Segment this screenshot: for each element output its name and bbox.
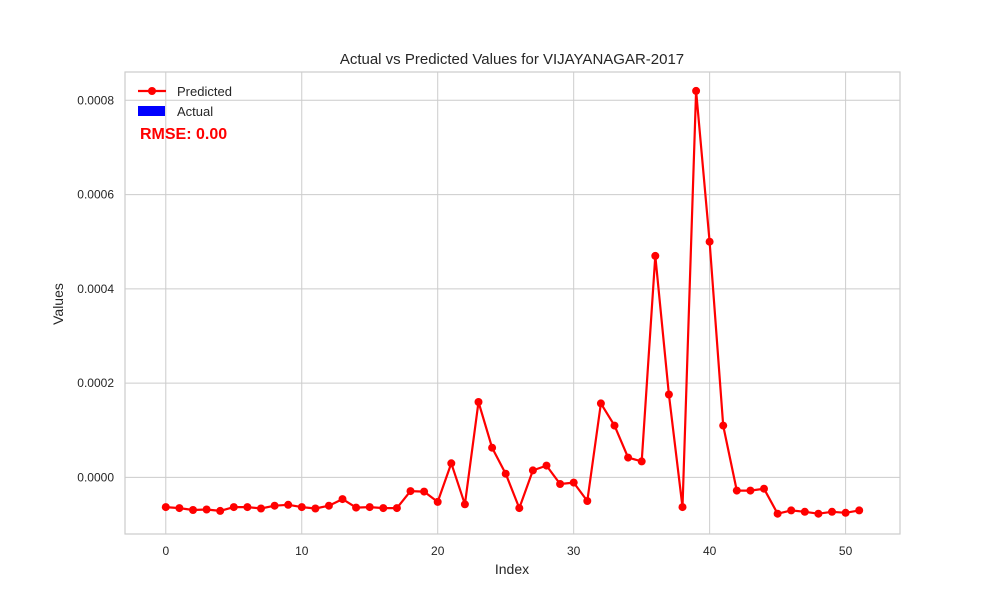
- predicted-point: [569, 478, 578, 487]
- predicted-point: [773, 509, 782, 518]
- predicted-point: [257, 504, 265, 513]
- predicted-series-line: [165, 89, 860, 515]
- predicted-point: [556, 480, 565, 488]
- predicted-point: [814, 509, 823, 518]
- x-tick-label: 40: [703, 544, 717, 558]
- predicted-point: [719, 421, 728, 430]
- predicted-point: [542, 461, 551, 470]
- y-tick-label: 0.0000: [77, 470, 114, 484]
- predicted-point: [855, 506, 864, 515]
- predicted-point: [392, 504, 401, 513]
- predicted-point: [311, 504, 320, 513]
- predicted-point: [583, 497, 592, 505]
- predicted-point: [216, 506, 225, 515]
- predicted-point: [175, 504, 184, 513]
- rmse-annotation: RMSE: 0.00: [140, 126, 227, 143]
- predicted-point: [596, 399, 605, 408]
- plot-area: [125, 72, 900, 534]
- predicted-point: [324, 501, 333, 510]
- predicted-point: [297, 503, 306, 512]
- predicted-point: [433, 497, 442, 506]
- predicted-point: [161, 503, 170, 512]
- legend-actual-swatch: [138, 106, 165, 116]
- predicted-point: [528, 466, 537, 475]
- predicted-point: [760, 484, 768, 493]
- legend: Predicted Actual: [138, 84, 232, 119]
- predicted-point: [379, 504, 388, 513]
- y-tick-label: 0.0004: [77, 282, 114, 296]
- x-tick-label: 20: [431, 544, 445, 558]
- predicted-point: [406, 487, 415, 496]
- predicted-point: [637, 457, 646, 466]
- predicted-point: [501, 469, 510, 478]
- predicted-point: [841, 508, 850, 517]
- predicted-point: [678, 503, 687, 512]
- predicted-point: [420, 487, 429, 496]
- y-axis-label: Values: [50, 283, 66, 325]
- x-tick-label: 50: [839, 544, 853, 558]
- legend-actual-label: Actual: [177, 104, 213, 119]
- plot-border: [124, 71, 901, 535]
- grid: [125, 72, 900, 534]
- predicted-point: [651, 251, 660, 260]
- predicted-point: [352, 503, 361, 512]
- predicted-point: [488, 443, 497, 452]
- predicted-point: [460, 500, 469, 509]
- predicted-point: [284, 500, 293, 509]
- predicted-point: [746, 486, 755, 495]
- predicted-point: [189, 506, 197, 514]
- x-axis-label: Index: [495, 561, 529, 577]
- predicted-point: [202, 505, 211, 514]
- legend-predicted-label: Predicted: [177, 84, 232, 99]
- predicted-point: [664, 390, 673, 399]
- x-tick-label: 30: [567, 544, 581, 558]
- series-group: [161, 86, 864, 518]
- predicted-point: [243, 503, 252, 512]
- predicted-point: [800, 507, 809, 516]
- predicted-point: [338, 495, 347, 504]
- predicted-point: [624, 453, 633, 462]
- predicted-point: [270, 501, 279, 510]
- predicted-point: [229, 503, 238, 512]
- legend-predicted-marker: [148, 87, 156, 95]
- y-tick-label: 0.0002: [77, 376, 114, 390]
- predicted-point: [787, 506, 796, 515]
- predicted-point: [732, 486, 741, 495]
- predicted-point: [365, 503, 374, 512]
- predicted-point: [515, 504, 524, 513]
- y-tick-label: 0.0006: [77, 188, 114, 202]
- chart-title: Actual vs Predicted Values for VIJAYANAG…: [340, 51, 684, 68]
- tick-labels: 0 10 20 30 40 50 0.0000 0.0002 0.0004 0.0006 0.000…: [77, 93, 852, 558]
- x-tick-label: 10: [295, 544, 309, 558]
- predicted-point: [610, 421, 619, 430]
- predicted-point: [828, 507, 836, 516]
- x-tick-label: 0: [162, 544, 169, 558]
- predicted-point: [474, 398, 483, 406]
- predicted-point: [705, 237, 714, 246]
- y-tick-label: 0.0008: [77, 93, 114, 107]
- predicted-point: [447, 459, 456, 468]
- predicted-point: [692, 86, 701, 95]
